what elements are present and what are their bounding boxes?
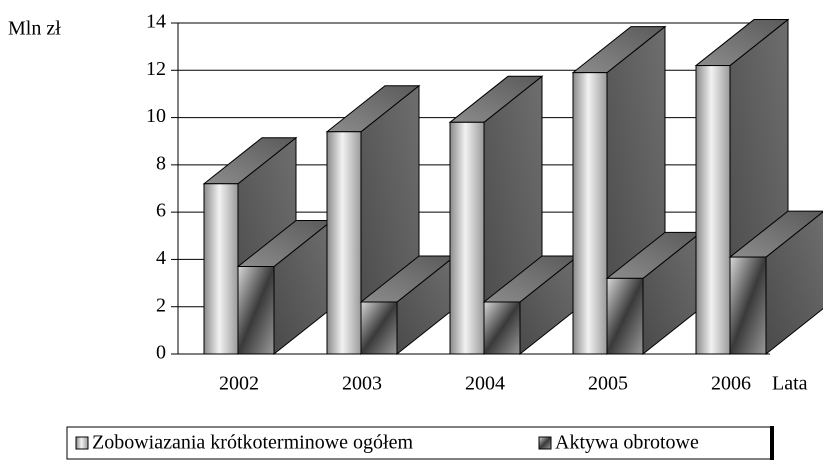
- bar: [203, 183, 239, 355]
- y-tick-label: 12: [146, 58, 166, 80]
- bar: [326, 131, 362, 355]
- legend-box: [66, 426, 774, 460]
- bar: [695, 65, 731, 355]
- bar: [237, 266, 275, 355]
- bar: [606, 277, 644, 355]
- y-tick-label: 2: [156, 294, 166, 316]
- x-tick-label: 2003: [342, 373, 382, 395]
- legend-swatch: [75, 436, 89, 450]
- x-tick-label: 2004: [465, 373, 505, 395]
- bar: [483, 301, 521, 355]
- legend-label: Aktywa obrotowe: [555, 432, 699, 454]
- y-tick-label: 4: [156, 247, 166, 269]
- y-tick-label: 0: [156, 342, 166, 364]
- bar: [572, 72, 608, 355]
- y-tick-label: 14: [146, 11, 166, 33]
- x-axis-label: Lata: [772, 373, 808, 395]
- x-tick-label: 2002: [219, 373, 259, 395]
- y-axis-label: Mln zł: [8, 18, 61, 40]
- legend-swatch: [538, 436, 552, 450]
- bar: [360, 301, 398, 355]
- legend-edge: [770, 426, 774, 460]
- bar: [729, 256, 767, 355]
- y-tick-label: 10: [146, 105, 166, 127]
- y-tick-label: 6: [156, 200, 166, 222]
- x-tick-label: 2006: [711, 373, 751, 395]
- legend-label: Zobowiazania krótkoterminowe ogółem: [92, 432, 413, 454]
- y-tick-label: 8: [156, 152, 166, 174]
- x-tick-label: 2005: [588, 373, 628, 395]
- bar: [449, 121, 485, 355]
